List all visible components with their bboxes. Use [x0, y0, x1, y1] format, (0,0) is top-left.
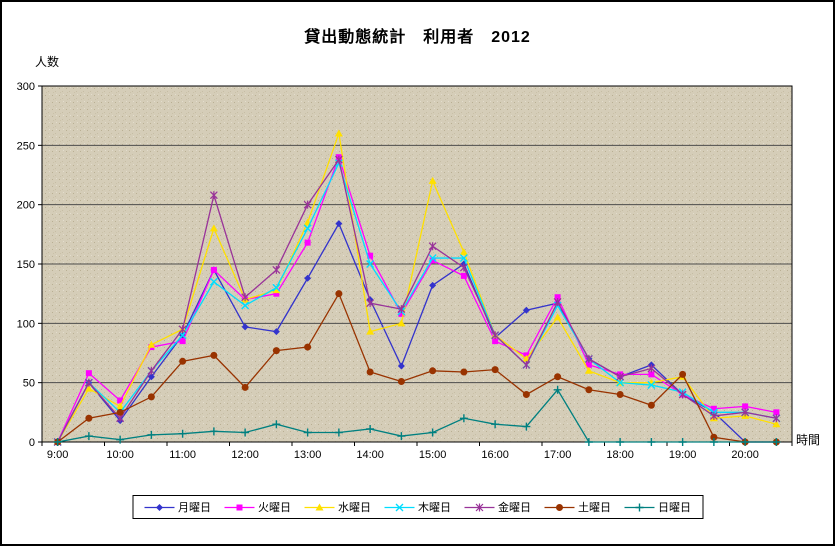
legend-item-6: 日曜日	[624, 499, 691, 515]
x-axis-title: 時間	[796, 433, 821, 447]
legend-x-icon	[384, 503, 414, 511]
legend-item-2: 水曜日	[304, 499, 371, 515]
series-line-1	[57, 155, 777, 443]
series-line-2	[57, 133, 777, 443]
legend-label: 水曜日	[338, 502, 371, 514]
y-tick-label: 0	[29, 437, 35, 449]
legend-item-1: 火曜日	[224, 499, 291, 515]
x-tick-label: 18:00	[606, 449, 634, 461]
plot-area: 0 50 100 150 200 250 300 9:00 10:00 11:00 12:00 13:…	[17, 81, 793, 461]
x-tick-label: 10:00	[106, 449, 134, 461]
legend-asterisk-icon	[464, 503, 494, 511]
x-tick-label: 13:00	[294, 449, 322, 461]
chart-title: 貸出動態統計 利用者 2012	[304, 29, 531, 46]
y-tick-label: 50	[23, 378, 35, 390]
y-tick-label: 200	[17, 200, 35, 212]
legend-circle-icon	[544, 503, 574, 511]
series-line-3	[57, 161, 777, 443]
legend-label: 木曜日	[418, 502, 451, 514]
x-tick-label: 12:00	[231, 449, 259, 461]
legend-square-icon	[224, 504, 254, 510]
series-line-4	[57, 157, 777, 443]
series-line-5	[57, 292, 777, 443]
legend-item-3: 木曜日	[384, 499, 451, 515]
legend-item-0: 月曜日	[144, 499, 211, 515]
legend-item-4: 金曜日	[464, 499, 531, 515]
x-tick-label: 15:00	[419, 449, 447, 461]
chart-legend: 月曜日 火曜日 水曜日 木曜日 金曜日 土曜日 日曜日	[132, 495, 703, 519]
x-tick-label: 14:00	[356, 449, 384, 461]
legend-item-5: 土曜日	[544, 499, 611, 515]
legend-diamond-icon	[144, 503, 174, 511]
y-tick-label: 150	[17, 259, 35, 271]
legend-triangle-icon	[304, 503, 334, 510]
legend-label: 金曜日	[498, 502, 531, 514]
series-line-6	[57, 388, 777, 443]
x-tick-label: 17:00	[544, 449, 572, 461]
y-tick-label: 100	[17, 318, 35, 330]
x-tick-label: 9:00	[47, 449, 68, 461]
y-tick-label: 250	[17, 140, 35, 152]
legend-plus-icon	[624, 503, 654, 511]
legend-label: 土曜日	[578, 502, 611, 514]
y-tick-label: 300	[17, 81, 35, 93]
x-tick-label: 19:00	[669, 449, 697, 461]
legend-label: 月曜日	[178, 502, 211, 514]
plot-border	[41, 85, 793, 443]
x-tick-label: 16:00	[481, 449, 509, 461]
y-axis-title: 人数	[35, 55, 60, 69]
x-tick-label: 20:00	[731, 449, 759, 461]
x-tick-label: 11:00	[169, 449, 196, 461]
legend-label: 日曜日	[658, 502, 691, 514]
legend-label: 火曜日	[258, 502, 291, 514]
